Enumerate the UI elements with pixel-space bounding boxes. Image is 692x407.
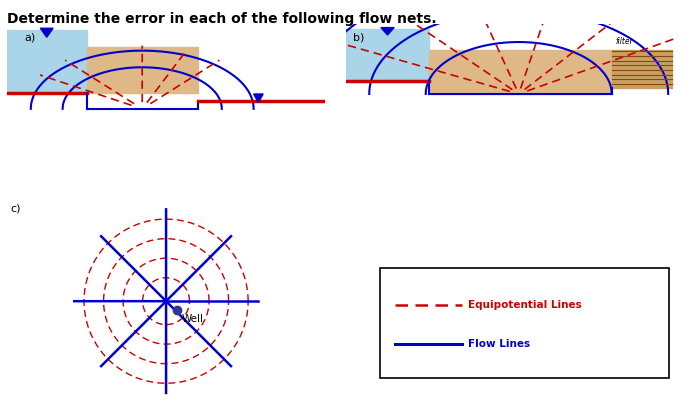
Polygon shape	[40, 28, 53, 37]
Text: Determine the error in each of the following flow nets.: Determine the error in each of the follo…	[7, 12, 437, 26]
Text: filter: filter	[615, 37, 632, 46]
Polygon shape	[381, 28, 394, 35]
Bar	[380, 268, 669, 378]
Bar	[612, 50, 671, 88]
Bar	[7, 30, 86, 94]
Text: a): a)	[24, 33, 35, 43]
Text: b): b)	[353, 33, 364, 43]
Bar	[429, 50, 612, 94]
Text: Flow Lines: Flow Lines	[468, 339, 530, 349]
Polygon shape	[253, 94, 263, 103]
Bar	[346, 28, 429, 81]
Bar	[86, 48, 198, 94]
Text: c): c)	[10, 204, 21, 214]
Text: Equipotential Lines: Equipotential Lines	[468, 300, 582, 310]
Text: Well: Well	[182, 314, 203, 324]
